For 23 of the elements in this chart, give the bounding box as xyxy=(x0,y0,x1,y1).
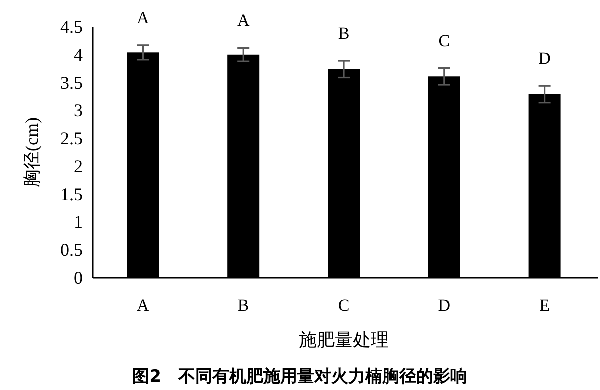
x-axis-title: 施肥量处理 xyxy=(299,330,389,350)
y-tick-label: 3 xyxy=(74,100,83,121)
y-tick-label: 4.5 xyxy=(60,17,83,37)
annotation: A xyxy=(237,11,250,30)
text: 图2 不同有机肥施用量对火力楠胸径的影响 xyxy=(132,367,468,387)
annotation: A xyxy=(137,8,150,28)
annotation: B xyxy=(338,24,350,44)
y-axis-title: 胸径(cm) xyxy=(22,118,42,188)
y-tick-label: 2.5 xyxy=(60,128,83,149)
x-tick-label: B xyxy=(238,296,250,315)
y-tick-label: 2 xyxy=(74,156,83,176)
annotation: D xyxy=(538,49,551,68)
y-tick-label: 1.5 xyxy=(60,184,83,204)
x-tick-label: C xyxy=(338,296,350,315)
annotation: C xyxy=(438,31,450,50)
y-tick-label: 0.5 xyxy=(60,240,83,260)
x-tick-label: D xyxy=(438,296,451,315)
y-tick-label: 0 xyxy=(74,268,83,288)
y-tick-label: 3.5 xyxy=(60,72,83,93)
x-tick-label: E xyxy=(540,296,550,315)
x-tick-label: A xyxy=(137,296,150,315)
y-tick-label: 1 xyxy=(74,212,83,232)
y-tick-label: 4 xyxy=(74,44,83,65)
